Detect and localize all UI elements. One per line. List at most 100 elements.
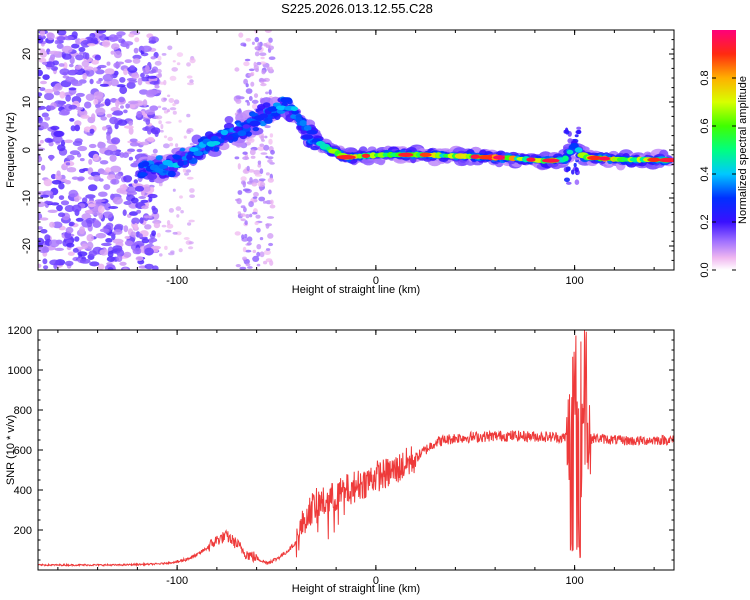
noise-blob: [128, 120, 133, 126]
y-tick-label: 400: [14, 485, 32, 497]
noise-blob: [259, 168, 264, 175]
noise-blob: [247, 137, 255, 143]
noise-blob: [252, 249, 257, 254]
noise-blob: [75, 92, 85, 97]
noise-blob: [103, 184, 111, 190]
noise-blob: [243, 61, 250, 67]
noise-blob: [248, 96, 253, 101]
noise-blob: [239, 266, 247, 270]
noise-blob: [92, 67, 98, 72]
noise-blob: [134, 37, 140, 43]
noise-blob: [260, 152, 268, 155]
noise-blob: [259, 79, 267, 82]
noise-blob: [268, 89, 272, 95]
noise-blob: [235, 264, 241, 268]
noise-blob: [147, 128, 152, 135]
noise-blob: [89, 261, 100, 267]
noise-blob: [259, 251, 265, 258]
noise-blob: [88, 203, 96, 208]
ridge-peak: [478, 155, 493, 160]
noise-blob: [264, 30, 272, 33]
noise-blob: [168, 98, 175, 103]
noise-blob: [56, 204, 63, 212]
noise-blob: [175, 206, 182, 211]
ridge-peak: [211, 141, 221, 146]
spectrogram-plot-area: [38, 30, 674, 270]
noise-blob: [176, 62, 181, 66]
noise-blob: [172, 103, 176, 107]
noise-blob: [165, 229, 172, 233]
noise-blob: [86, 234, 94, 242]
noise-blob: [124, 240, 133, 246]
noise-blob: [111, 111, 121, 116]
ridge-halo: [213, 146, 220, 152]
noise-blob: [143, 215, 153, 219]
noise-blob: [72, 248, 79, 253]
noise-blob: [46, 138, 55, 143]
noise-blob: [38, 37, 44, 44]
noise-blob: [246, 165, 250, 172]
ridge-peak: [658, 157, 674, 163]
noise-blob: [64, 205, 75, 212]
noise-blob: [74, 124, 81, 132]
noise-blob: [115, 99, 120, 108]
noise-blob: [79, 226, 85, 235]
noise-blob: [160, 123, 164, 130]
noise-blob: [66, 242, 75, 248]
noise-blob: [114, 123, 119, 130]
noise-blob: [259, 185, 263, 192]
noise-blob: [87, 43, 96, 47]
noise-blob: [54, 39, 60, 45]
noise-blob: [64, 139, 73, 144]
ridge-peak: [361, 153, 371, 158]
ridge-peak: [566, 149, 574, 155]
noise-blob: [261, 139, 265, 142]
noise-blob: [263, 200, 267, 204]
noise-blob: [66, 167, 77, 173]
noise-blob: [42, 258, 48, 265]
noise-blob: [242, 256, 247, 261]
noise-blob: [89, 78, 94, 85]
noise-blob: [123, 125, 134, 129]
noise-blob: [59, 68, 70, 76]
spectrogram-xlabel: Height of straight line (km): [292, 284, 420, 296]
noise-blob: [147, 136, 155, 142]
noise-blob: [100, 116, 107, 121]
noise-blob: [139, 217, 144, 224]
noise-blob: [38, 57, 47, 63]
noise-blob: [236, 198, 242, 205]
noise-blob: [90, 37, 98, 42]
noise-blob: [137, 77, 143, 86]
ridge-peak: [299, 120, 307, 127]
noise-blob: [247, 266, 253, 269]
noise-blob: [125, 43, 130, 49]
noise-blob: [136, 148, 143, 153]
noise-blob: [187, 222, 192, 226]
noise-blob: [266, 65, 270, 71]
noise-blob: [138, 233, 143, 239]
noise-blob: [167, 136, 173, 142]
noise-blob: [258, 196, 266, 202]
noise-blob: [57, 30, 67, 36]
noise-blob: [64, 260, 74, 266]
noise-blob: [109, 150, 121, 156]
noise-blob: [259, 182, 266, 187]
noise-blob: [107, 250, 114, 258]
noise-blob: [113, 50, 122, 59]
noise-blob: [114, 173, 122, 180]
x-tick-label: 100: [565, 275, 583, 287]
noise-blob: [110, 50, 115, 55]
noise-blob: [133, 223, 139, 230]
noise-blob: [189, 57, 196, 64]
noise-blob: [182, 168, 187, 173]
noise-blob: [93, 98, 99, 106]
noise-blob: [251, 103, 258, 110]
noise-blob: [188, 246, 194, 250]
noise-blob: [186, 129, 192, 134]
ridge-halo: [224, 116, 234, 124]
noise-blob: [148, 238, 154, 244]
noise-blob: [253, 61, 257, 68]
noise-blob: [140, 72, 145, 78]
noise-blob: [143, 186, 151, 192]
